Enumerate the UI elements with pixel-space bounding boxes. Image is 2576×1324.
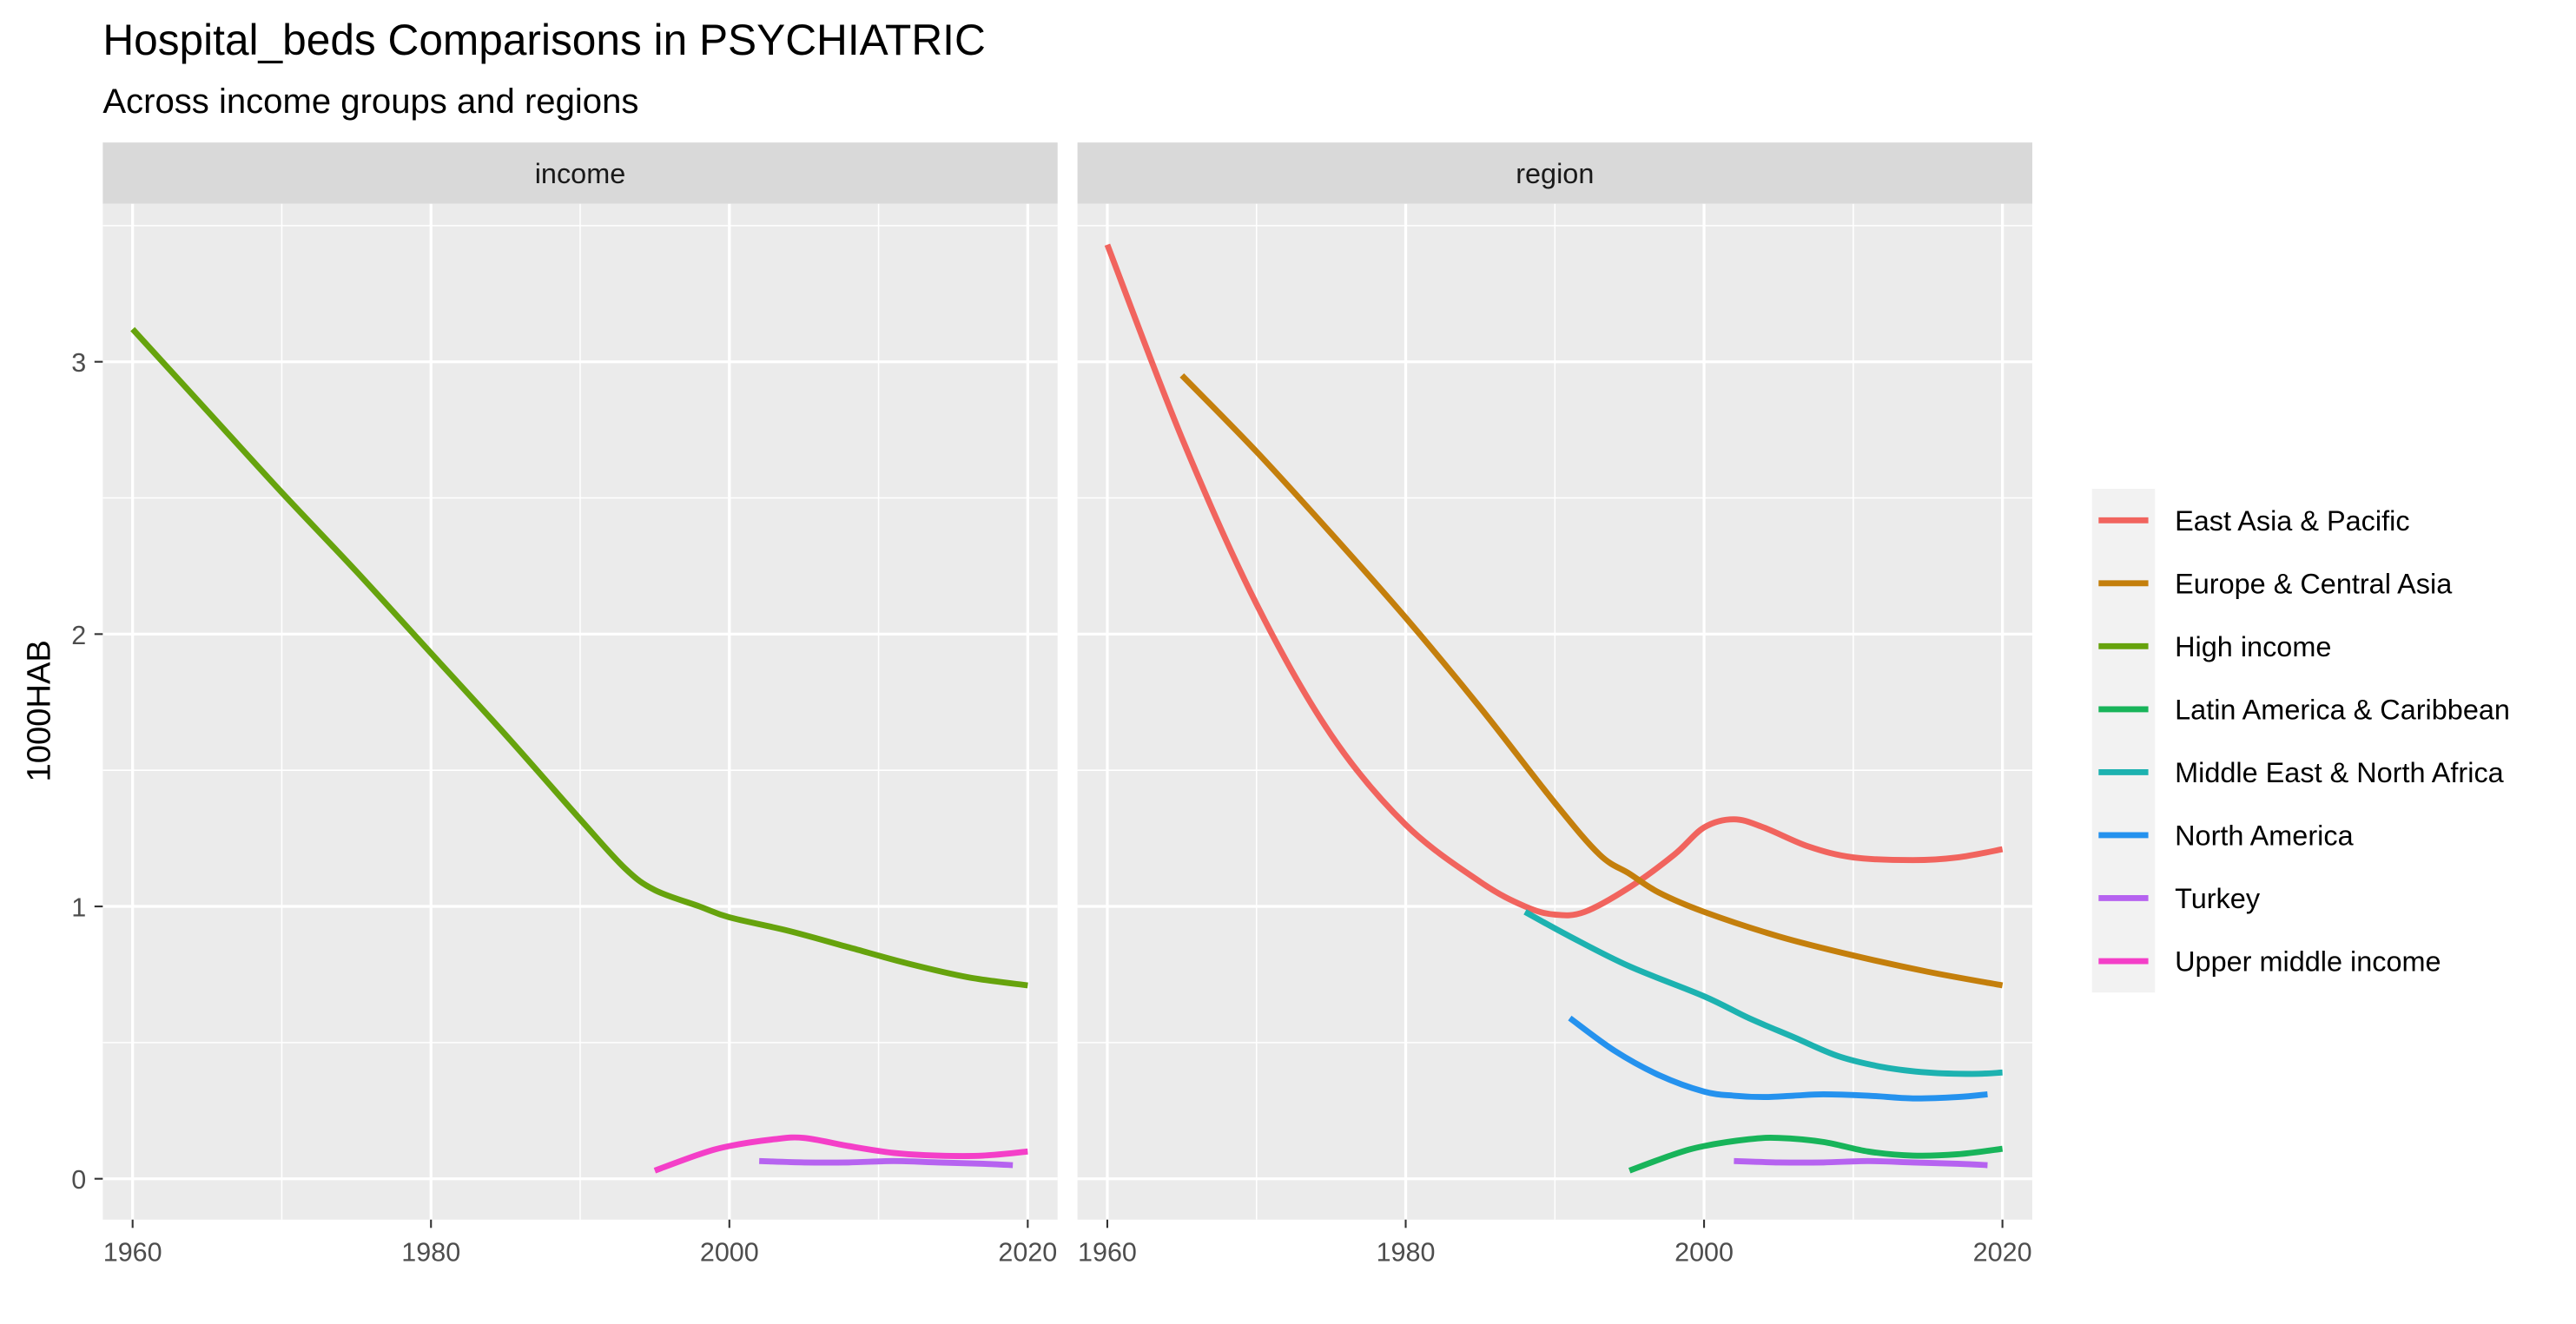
chart-title: Hospital_beds Comparisons in PSYCHIATRIC <box>102 16 985 64</box>
legend: East Asia & Pacific Europe & Central Asia… <box>2091 489 2510 993</box>
legend-label: Turkey <box>2175 883 2261 914</box>
series-line-latin-america-caribbean <box>1628 1135 2004 1174</box>
series-line-europe-central-asia <box>1179 372 2004 989</box>
x-tick-label: 2020 <box>1973 1237 2032 1267</box>
legend-label: Middle East & North Africa <box>2175 757 2505 788</box>
series-line-turkey <box>1734 1157 1988 1169</box>
panel-region: region 1960 1980 2000 2020 <box>1077 142 2032 1267</box>
panels: income 1960 1980 2000 2020 0 1 2 3 region 1960 1980… <box>71 142 2032 1267</box>
legend-key-background <box>2091 489 2156 993</box>
legend-label: North America <box>2175 820 2354 851</box>
facet-strip-label: income <box>535 158 626 189</box>
panel-income: income 1960 1980 2000 2020 0 1 2 3 <box>71 142 1058 1267</box>
facet-strip <box>102 142 1058 204</box>
x-tick-label: 1960 <box>103 1237 162 1267</box>
x-tick-label: 2020 <box>998 1237 1057 1267</box>
y-tick-label: 3 <box>71 348 86 378</box>
x-tick-label: 1980 <box>1377 1237 1436 1267</box>
x-tick-label: 1980 <box>401 1237 460 1267</box>
y-tick-label: 1 <box>71 893 86 922</box>
series-line-east-asia-pacific <box>1104 243 2004 919</box>
y-axis-label: 1000HAB <box>20 640 57 781</box>
facet-strip-label: region <box>1516 158 1594 189</box>
legend-label: East Asia & Pacific <box>2175 505 2409 537</box>
legend-label: Latin America & Caribbean <box>2175 694 2510 725</box>
legend-label: Upper middle income <box>2175 945 2441 977</box>
series-line-turkey <box>759 1157 1014 1169</box>
facet-strip <box>1077 142 2032 204</box>
series-line-north-america <box>1568 1015 1988 1102</box>
x-tick-label: 2000 <box>700 1237 759 1267</box>
series-line-upper-middle-income <box>653 1134 1028 1174</box>
series-line-high-income <box>130 326 1028 989</box>
legend-label: Europe & Central Asia <box>2175 568 2453 599</box>
chart-subtitle: Across income groups and regions <box>102 82 638 121</box>
y-tick-label: 2 <box>71 621 86 650</box>
x-tick-label: 2000 <box>1674 1237 1734 1267</box>
y-tick-label: 0 <box>71 1165 86 1195</box>
series-line-middle-east-north-africa <box>1523 909 2003 1077</box>
x-tick-label: 1960 <box>1078 1237 1137 1267</box>
legend-label: High income <box>2175 631 2331 662</box>
